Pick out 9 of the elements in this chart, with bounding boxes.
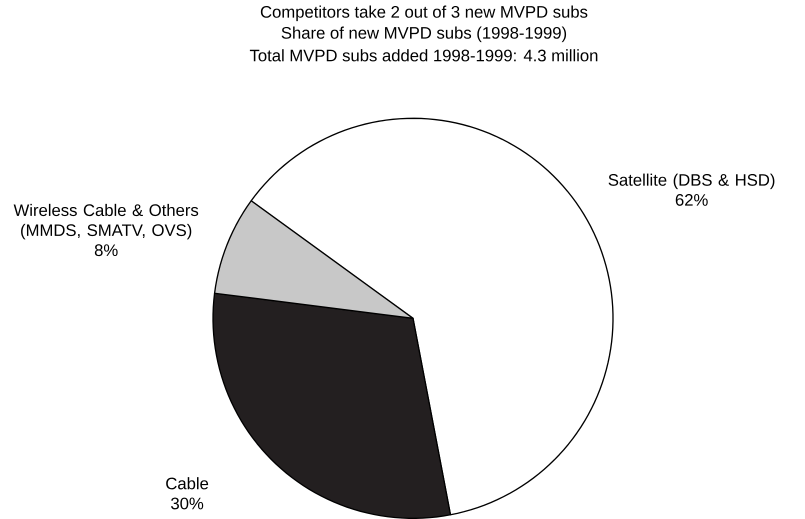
- slice-label: Cable: [166, 477, 208, 490]
- data-label: 30%: [171, 498, 204, 510]
- data-label: 8%: [94, 244, 118, 256]
- slice-label: Satellite (DBS & HSD): [608, 174, 774, 190]
- slice-label: Wireless Cable & Others (MMDS, SMATV, OVS): [14, 204, 198, 240]
- chart-title: Competitors take 2 out of 3 new MVPD subs: [260, 6, 588, 22]
- data-label: 62%: [676, 194, 708, 206]
- chart-subtitle: Share of new MVPD subs (1998-1999): [282, 26, 566, 42]
- text: Total MVPD subs added 1998-1999: 4.3 million: [250, 49, 598, 62]
